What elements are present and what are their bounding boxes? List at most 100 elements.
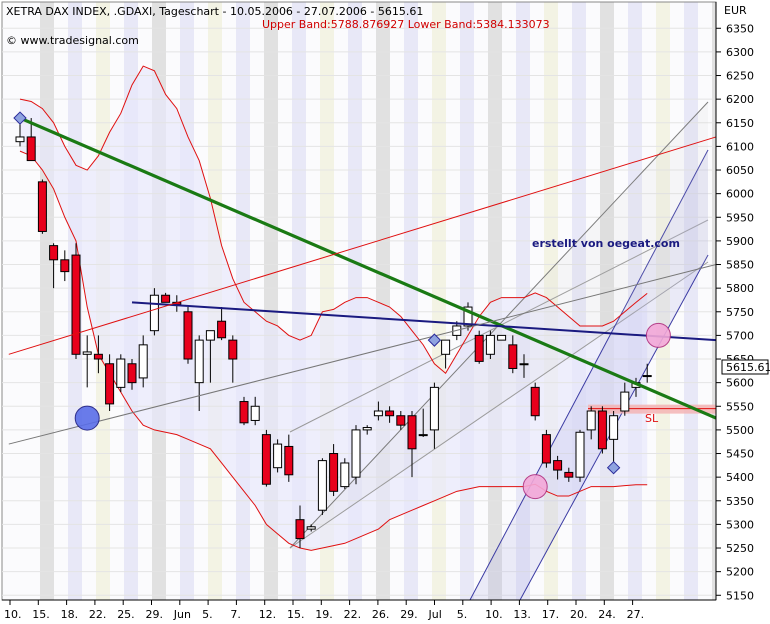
candle-body [161, 294, 171, 303]
candle-body [429, 386, 439, 431]
price-tick-label: 5400 [726, 471, 754, 484]
candle-body [485, 334, 495, 355]
candle-body [642, 375, 652, 378]
candle-body [116, 358, 126, 388]
trendline-navy [131, 301, 717, 342]
candle-body [519, 363, 529, 366]
price-tick-label: 6100 [726, 140, 754, 153]
candle-body [138, 344, 148, 379]
date-tick-label: 15. [32, 608, 50, 621]
price-tick-label: 6250 [726, 70, 754, 83]
diamond-marker [427, 333, 442, 347]
candle-body [564, 471, 574, 478]
diamond-marker [606, 460, 621, 475]
date-tick-label: 18. [61, 608, 79, 621]
candle-body [474, 334, 484, 362]
date-tick-label: 10. [485, 608, 503, 621]
candle-body [273, 443, 283, 469]
candle-body [418, 434, 428, 437]
candle-body [441, 339, 451, 355]
candle-body [60, 259, 70, 273]
price-tick-label: 5300 [726, 518, 754, 531]
last-price-box [721, 359, 769, 375]
stripe [656, 2, 670, 600]
currency-label: EUR [724, 4, 747, 17]
stripe [460, 2, 474, 600]
channel-line [289, 261, 709, 549]
candle-body [340, 462, 350, 488]
trendlines [8, 116, 717, 445]
candle-body [217, 320, 227, 339]
price-tick-label: 5850 [726, 259, 754, 272]
pink-circle-marker [522, 474, 548, 500]
candle-body [37, 181, 47, 232]
date-tick-label: 24. [598, 608, 616, 621]
candle-body [250, 405, 260, 421]
candle-body [497, 334, 507, 341]
trendline-red_up [8, 136, 717, 355]
candle-body [26, 136, 36, 162]
price-tick-label: 6350 [726, 22, 754, 35]
date-tick-label: 15. [287, 608, 305, 621]
price-tick-label: 5900 [726, 235, 754, 248]
candle-body [396, 415, 406, 426]
candle-body [373, 410, 383, 417]
candle-body [183, 311, 193, 360]
candle-body [295, 519, 305, 540]
stop-loss-label: SL [645, 412, 659, 425]
source-credit: © www.tradesignal.com [6, 34, 139, 47]
pink-circle-marker [645, 322, 671, 348]
blue-circle-marker [74, 405, 100, 431]
price-tick-label: 5700 [726, 329, 754, 342]
candle-body [385, 410, 395, 417]
date-tick-label: 27. [627, 608, 645, 621]
date-tick-label: 17. [542, 608, 560, 621]
trendline-gray_up [8, 264, 717, 445]
stripe [712, 2, 716, 600]
date-axis: 10. 15. 18. 22. 25. 29. Jun 5. 7. 12. 15. 19. 22. 26.… [2, 599, 716, 621]
price-tick-label: 5200 [726, 566, 754, 579]
price-tick-label: 5450 [726, 448, 754, 461]
candle-body [228, 339, 238, 360]
price-tick-label: 5150 [726, 589, 754, 602]
candle-body [362, 427, 372, 431]
date-tick-label: 29. [400, 608, 418, 621]
candles [15, 118, 652, 549]
candle-body [127, 363, 137, 384]
price-tick-label: 5750 [726, 306, 754, 319]
channel-line [469, 149, 709, 601]
candle-body [15, 136, 25, 143]
price-tick-label: 5600 [726, 377, 754, 390]
upper-band [19, 65, 648, 374]
price-tick-label: 5500 [726, 424, 754, 437]
candle-body [463, 306, 473, 327]
date-tick-label: Jul [428, 608, 442, 621]
candle-body [306, 526, 316, 530]
candle-body [620, 391, 630, 412]
candle-body [71, 254, 81, 355]
chart-title: XETRA DAX INDEX, .GDAXI, Tageschart - 10… [6, 5, 423, 18]
candle-body [553, 460, 563, 471]
date-tick-label: 26. [372, 608, 390, 621]
price-tick-label: 5800 [726, 282, 754, 295]
candle-body [149, 294, 159, 332]
diamond-marker [13, 111, 27, 125]
candle-body [317, 460, 327, 511]
price-tick-label: 5350 [726, 495, 754, 508]
candle-body [205, 330, 215, 341]
candle-body [194, 339, 204, 384]
candle-body [575, 431, 585, 478]
date-tick-label: 5. [202, 608, 213, 621]
candle-body [82, 351, 92, 355]
date-tick-label: 19. [315, 608, 333, 621]
candle-body [508, 344, 518, 369]
price-tick-label: 6000 [726, 188, 754, 201]
date-tick-label: 5. [457, 608, 468, 621]
candle-body [49, 245, 59, 261]
price-tick-label: 6200 [726, 93, 754, 106]
candle-body [597, 410, 607, 450]
candle-body [351, 429, 361, 478]
date-tick-label: 22. [89, 608, 107, 621]
